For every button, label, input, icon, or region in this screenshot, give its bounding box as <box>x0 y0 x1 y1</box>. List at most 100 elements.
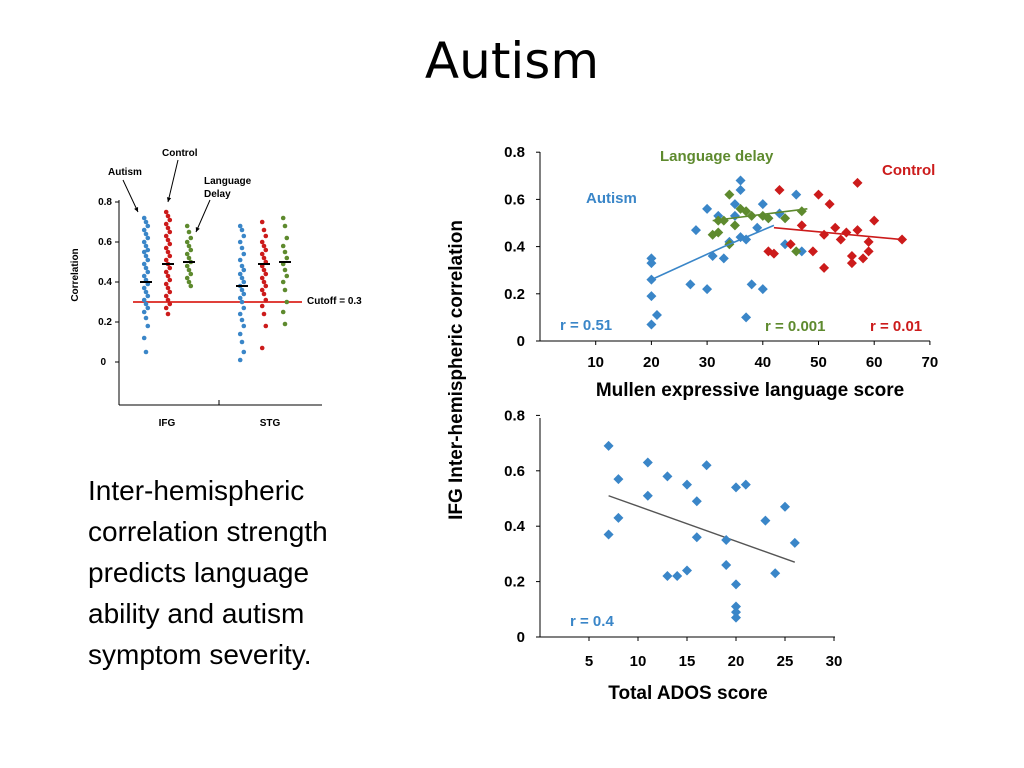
point-ados <box>721 559 732 570</box>
ados-x-axis-label: Total ADOS score <box>608 683 767 704</box>
dot-language_delay-stg <box>284 255 290 261</box>
dot-autism-stg <box>241 251 247 257</box>
dot-language_delay-stg <box>280 243 286 249</box>
dot-control-ifg <box>165 311 171 317</box>
point-autism <box>741 234 752 245</box>
ados-x-tick-label: 10 <box>630 653 647 670</box>
dot-autism-ifg <box>145 293 151 299</box>
dot-autism-stg <box>239 339 245 345</box>
ados-x-tick-label: 30 <box>826 653 843 670</box>
dot-control-ifg <box>163 293 169 299</box>
dot-autism-stg <box>239 245 245 251</box>
dot-control-ifg <box>163 209 169 215</box>
dot-control-ifg <box>167 277 173 283</box>
left-x-tick-stg: STG <box>260 418 281 429</box>
point-ados <box>780 501 790 512</box>
dot-language_delay-ifg <box>186 243 192 249</box>
dot-autism-stg <box>241 279 247 285</box>
dot-language_delay-ifg <box>188 283 194 289</box>
point-language_delay <box>729 220 740 231</box>
point-ados <box>603 529 614 540</box>
dot-autism-stg <box>237 223 243 229</box>
mullen-x-tick-label: 70 <box>922 354 939 371</box>
point-autism <box>702 203 713 214</box>
dot-control-ifg <box>165 225 171 231</box>
mullen-y-tick-label: 0.6 <box>504 191 525 208</box>
dot-control-ifg <box>167 241 173 247</box>
label-language-delay-line1: Language <box>204 176 252 187</box>
dot-autism-stg <box>241 323 247 329</box>
point-control <box>824 199 835 210</box>
point-autism <box>791 189 802 200</box>
dot-language_delay-stg <box>280 309 286 315</box>
ados-x-tick-label: 15 <box>679 653 696 670</box>
point-control <box>863 246 874 257</box>
point-ados <box>691 496 702 507</box>
dot-autism-stg <box>239 227 245 233</box>
dot-language_delay-stg <box>282 321 288 327</box>
left-y-tick: 0 <box>100 357 106 368</box>
dot-autism-ifg <box>141 335 147 341</box>
point-autism <box>729 199 740 210</box>
point-control <box>858 253 869 264</box>
dot-language_delay-ifg <box>184 223 190 229</box>
ados-y-tick-label: 0.6 <box>504 463 525 480</box>
point-ados <box>613 474 624 485</box>
dot-language_delay-ifg <box>186 255 192 261</box>
dot-control-ifg <box>167 253 173 259</box>
ados-y-tick-label: 0.4 <box>504 518 526 535</box>
dot-control-ifg <box>167 289 173 295</box>
dot-autism-ifg <box>143 219 149 225</box>
dot-autism-stg <box>237 331 243 337</box>
dot-language_delay-stg <box>280 279 286 285</box>
dot-autism-ifg <box>143 231 149 237</box>
dot-autism-ifg <box>141 239 147 245</box>
dot-language_delay-ifg <box>184 251 190 257</box>
dot-control-stg <box>259 303 265 309</box>
dot-language_delay-stg <box>284 299 290 305</box>
dot-control-stg <box>263 271 269 277</box>
point-ados <box>682 479 692 490</box>
dot-language_delay-stg <box>282 223 288 229</box>
point-ados <box>721 535 732 546</box>
dot-autism-stg <box>239 299 245 305</box>
point-language_delay <box>741 206 752 217</box>
point-control <box>852 177 863 188</box>
dot-control-stg <box>261 311 267 317</box>
point-autism <box>651 310 662 321</box>
point-autism <box>707 251 718 262</box>
point-control <box>863 236 874 247</box>
point-control <box>807 246 818 257</box>
point-ados <box>701 460 712 471</box>
dot-autism-ifg <box>143 301 149 307</box>
dot-autism-stg <box>241 233 247 239</box>
point-control <box>819 262 830 273</box>
point-autism <box>752 222 763 233</box>
annotation-arrow <box>122 179 139 213</box>
point-autism <box>735 184 746 195</box>
dot-control-ifg <box>163 245 169 251</box>
dot-autism-stg <box>237 239 243 245</box>
legend-language-delay: Language delay <box>660 148 774 165</box>
point-autism <box>796 246 807 257</box>
left-y-axis-label: Correlation <box>70 248 81 301</box>
dot-control-ifg <box>165 237 171 243</box>
dot-autism-stg <box>241 349 247 355</box>
dot-language_delay-ifg <box>186 279 192 285</box>
dot-control-stg <box>263 233 269 239</box>
dot-control-stg <box>259 345 265 351</box>
dot-control-stg <box>259 275 265 281</box>
dot-language_delay-ifg <box>186 267 192 273</box>
dot-autism-stg <box>239 263 245 269</box>
caption-line: symptom severity. <box>88 639 312 670</box>
point-ados <box>642 490 653 501</box>
point-ados <box>603 440 614 451</box>
left-y-tick: 0.6 <box>98 237 112 248</box>
mullen-y-tick-label: 0 <box>517 333 525 350</box>
dot-language_delay-ifg <box>184 275 190 281</box>
point-language_delay <box>791 246 802 257</box>
point-autism <box>646 319 657 330</box>
mullen-scatter-chart: IFG Inter-hemispheric correlation Mullen… <box>446 144 938 520</box>
dot-control-stg <box>261 267 267 273</box>
point-ados <box>770 568 781 579</box>
